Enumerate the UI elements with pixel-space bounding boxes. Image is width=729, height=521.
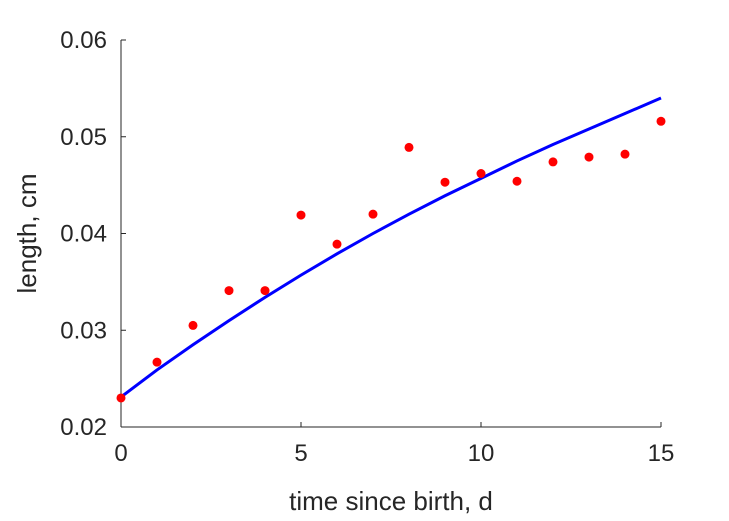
y-tick-label: 0.05 — [60, 124, 107, 151]
y-tick-label: 0.06 — [60, 27, 107, 54]
x-ticks: 0 5 10 15 — [114, 422, 674, 467]
x-tick-label: 10 — [468, 440, 495, 467]
data-point — [188, 320, 198, 330]
series-layer — [116, 96, 666, 403]
y-axis-label: length, cm — [12, 174, 42, 294]
axes — [120, 40, 661, 428]
data-point — [368, 209, 378, 219]
data-point — [260, 286, 270, 296]
data-point — [548, 157, 558, 167]
data-point — [476, 169, 486, 179]
x-tick-label: 15 — [648, 440, 675, 467]
x-axis-label: time since birth, d — [289, 486, 493, 516]
data-point — [512, 176, 522, 186]
y-ticks: 0.02 0.03 0.04 0.05 0.06 — [60, 27, 126, 441]
y-tick-label: 0.03 — [60, 317, 107, 344]
data-point — [620, 149, 630, 159]
data-point — [152, 357, 162, 367]
data-point — [440, 177, 450, 187]
x-tick-label: 5 — [294, 440, 307, 467]
data-point — [656, 116, 666, 126]
data-point — [296, 210, 306, 220]
y-tick-label: 0.04 — [60, 221, 107, 248]
x-tick-label: 0 — [114, 440, 127, 467]
y-tick-label: 0.02 — [60, 414, 107, 441]
data-point — [404, 142, 414, 152]
data-point — [116, 393, 126, 403]
fit-curve — [120, 96, 662, 399]
data-point — [224, 286, 234, 296]
data-point — [332, 239, 342, 249]
data-point — [584, 152, 594, 162]
